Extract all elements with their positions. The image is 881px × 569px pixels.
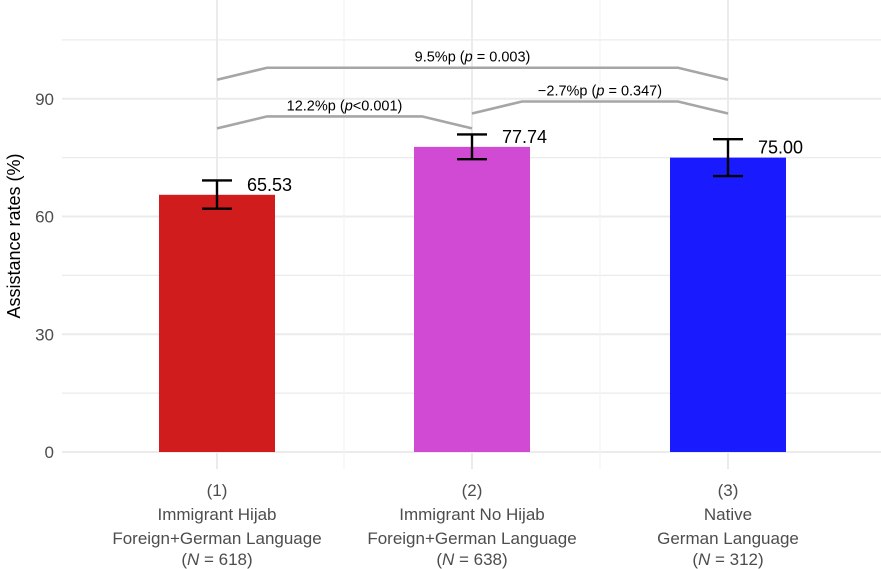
value-label: 77.74 [502, 127, 547, 147]
x-tick-label-line: Foreign+German Language [367, 529, 576, 548]
bars [159, 146, 786, 453]
y-axis-ticks: 0 30 60 90 [35, 90, 54, 462]
x-axis-ticks: (1) Immigrant Hijab Foreign+German Languag… [112, 481, 799, 569]
bar [670, 157, 786, 452]
comparison-label: 9.5%p (p = 0.003) [415, 50, 531, 66]
comparison-label: 12.2%p (p<0.001) [287, 98, 403, 114]
x-tick-label-line: Immigrant No Hijab [399, 505, 545, 524]
y-tick-label: 30 [35, 325, 54, 344]
value-labels: 65.53 77.74 75.00 [247, 127, 803, 195]
comparison-brackets: 9.5%p (p = 0.003) 12.2%p (p<0.001) −2.7%p … [216, 50, 729, 130]
bar [414, 146, 530, 453]
y-tick-label: 90 [35, 90, 54, 109]
x-tick-label-line: German Language [657, 529, 799, 548]
comparison-bracket [216, 66, 729, 82]
x-tick-label-n: (N = 638) [436, 550, 507, 569]
error-bars [202, 133, 743, 210]
comparison-bracket [216, 115, 473, 130]
x-tick-label-line: Native [704, 505, 752, 524]
comparison-label: −2.7%p (p = 0.347) [538, 83, 662, 99]
y-tick-label: 60 [35, 208, 54, 227]
y-axis-label: Assistance rates (%) [4, 153, 24, 318]
x-tick-label-line: (1) [207, 481, 228, 500]
x-tick-label-line: (3) [718, 481, 739, 500]
value-label: 65.53 [247, 175, 292, 195]
x-tick-label-line: (2) [462, 481, 483, 500]
x-tick-label-line: Immigrant Hijab [157, 505, 276, 524]
x-tick-label-n: (N = 618) [181, 550, 252, 569]
value-label: 75.00 [758, 138, 803, 158]
x-tick-label-n: (N = 312) [692, 550, 763, 569]
y-tick-label: 0 [45, 443, 54, 462]
comparison-bracket [471, 100, 729, 115]
x-tick-label-line: Foreign+German Language [112, 529, 321, 548]
bar [159, 194, 275, 453]
